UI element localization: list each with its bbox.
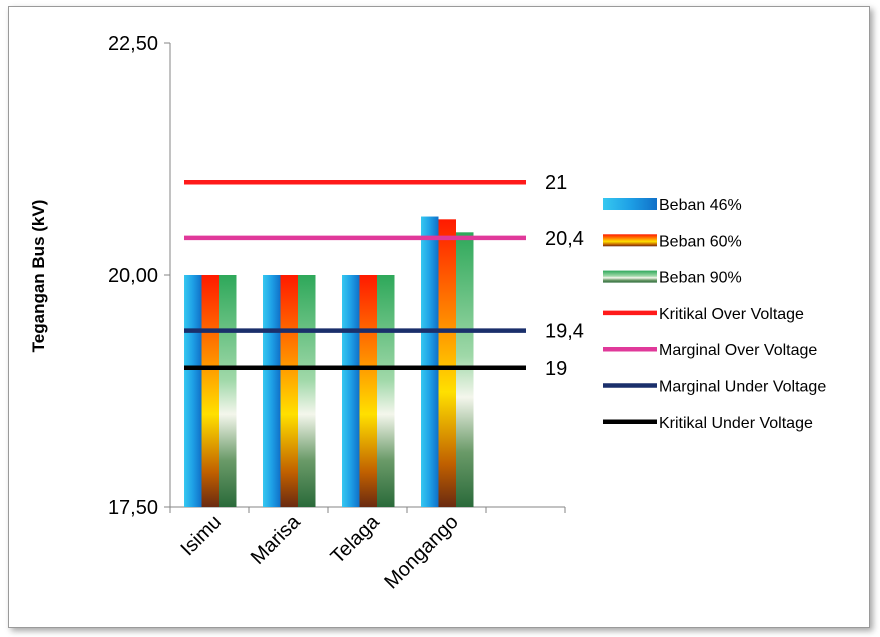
x-tick-label: Marisa [247,510,306,569]
legend-label: Beban 46% [659,197,742,214]
legend-swatch [603,270,657,283]
legend-swatch [603,198,657,210]
bar-marisa-series-1 [263,275,281,507]
reference-lines: 21 20,4 19,4 19 [184,172,584,380]
legend-label: Kritikal Over Voltage [659,306,804,323]
y-tick-label: 20,00 [108,265,158,287]
reference-line-label: 19 [545,358,567,380]
y-tick-label: 17,50 [108,497,158,519]
legend-swatch [603,234,657,247]
x-tick-label: Telaga [327,510,385,568]
legend-label: Kritikal Under Voltage [659,415,813,432]
x-tick-label: Mongango [380,511,462,593]
legend-label: Marginal Under Voltage [659,379,826,396]
y-tick-labels: 17,50 20,00 22,50 [108,33,158,519]
bars [184,216,474,507]
bar-chart: Tegangan Bus (kV) 21 20,4 19,4 19 Isimu Mari… [29,33,826,593]
bar-marisa-series-3 [298,275,316,507]
bar-telaga-series-3 [377,275,395,507]
legend-label: Marginal Over Voltage [659,342,817,359]
legend-label: Beban 60% [659,233,742,250]
bar-mongango-series-2 [438,219,456,507]
bar-mongango-series-1 [421,216,439,507]
chart-frame: Tegangan Bus (kV) 21 20,4 19,4 19 Isimu Mari… [8,6,870,628]
bar-telaga-series-2 [359,275,377,507]
legend-label: Beban 90% [659,270,742,287]
x-tick-label: Isimu [176,511,225,560]
reference-line-label: 19,4 [545,321,584,343]
bar-marisa-series-2 [280,275,298,507]
bar-isimu-series-1 [184,275,202,507]
reference-line-label: 21 [545,172,567,194]
y-tick-label: 22,50 [108,33,158,55]
y-axis-title: Tegangan Bus (kV) [29,200,48,353]
bar-isimu-series-2 [201,275,219,507]
bar-isimu-series-3 [219,275,237,507]
reference-line-label: 20,4 [545,228,584,250]
legend: Beban 46% Beban 60% Beban 90% Kritikal Over… [603,197,826,432]
bar-telaga-series-1 [342,275,360,507]
